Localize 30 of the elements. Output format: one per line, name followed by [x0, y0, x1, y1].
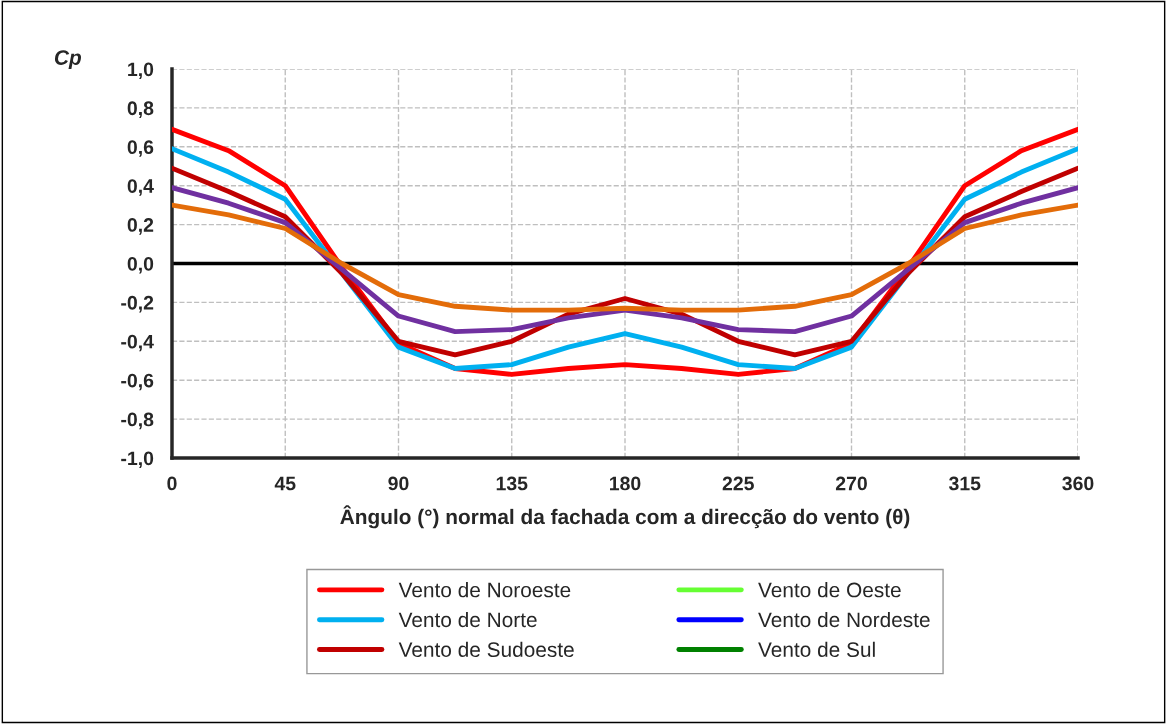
y-tick-label: -0,6 — [121, 373, 154, 391]
line-series — [172, 202, 1078, 313]
legend-label: Vento de Nordeste — [758, 611, 930, 628]
legend-label: Vento de Oeste — [758, 582, 901, 598]
x-tick-label: 270 — [835, 476, 867, 491]
legend-label: Vento de Norte — [398, 611, 537, 628]
x-tick-label: 90 — [388, 476, 409, 491]
y-tick-label: 1,0 — [128, 62, 154, 80]
y-tick-label: 0,2 — [127, 218, 154, 235]
x-tick-label: 360 — [1062, 476, 1094, 491]
y-tick-label: 0,4 — [127, 179, 154, 196]
y-tick-label: -0,4 — [121, 334, 154, 352]
y-axis-title: Cp — [54, 50, 82, 69]
x-tick-label: 45 — [274, 476, 296, 491]
legend-label: Vento de Sudoeste — [398, 641, 574, 658]
y-tick-label: 0,6 — [127, 140, 154, 157]
y-tick-label: 0,0 — [127, 256, 154, 274]
x-tick-label: 0 — [167, 476, 177, 491]
x-tick-label: 315 — [948, 476, 981, 491]
x-tick-label: 225 — [722, 476, 754, 491]
y-tick-label: -0,2 — [121, 295, 154, 313]
legend-label: Vento de Sul — [758, 641, 875, 658]
x-tick-label: 180 — [610, 476, 641, 491]
legend-label: Vento de Noroeste — [398, 582, 571, 598]
y-tick-label: -0,8 — [121, 412, 154, 430]
y-tick-label: -1,0 — [121, 451, 154, 469]
line-series — [172, 185, 1078, 334]
y-tick-label: 0,8 — [127, 101, 154, 118]
x-tick-label: 135 — [496, 476, 528, 491]
x-axis-title: Ângulo (°) normal da fachada com a direcção do vento (θ) — [340, 505, 910, 529]
